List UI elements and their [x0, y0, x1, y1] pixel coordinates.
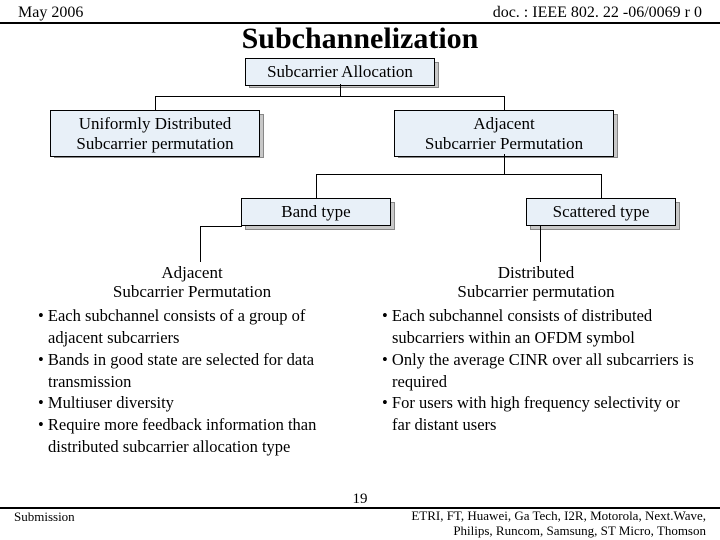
slide-title: Subchannelization — [0, 22, 720, 56]
slide-footer: Submission 19 ETRI, FT, Huawei, Ga Tech,… — [0, 507, 720, 538]
bullet-item: Multiuser diversity — [28, 392, 356, 414]
node-left1: Uniformly DistributedSubcarrier permutat… — [50, 110, 260, 157]
node-band: Band type — [241, 198, 391, 226]
column-left: AdjacentSubcarrier Permutation Each subc… — [28, 264, 356, 458]
connector — [155, 96, 156, 110]
bullet-item: Bands in good state are selected for dat… — [28, 349, 356, 393]
connector — [316, 174, 602, 175]
connector — [340, 84, 341, 96]
header-doc: doc. : IEEE 802. 22 -06/0069 r 0 — [493, 4, 702, 22]
footer-left: Submission — [14, 509, 75, 525]
column-left-bullets: Each subchannel consists of a group of a… — [28, 305, 356, 457]
footer-right: ETRI, FT, Huawei, Ga Tech, I2R, Motorola… — [406, 509, 706, 538]
bullet-item: Require more feedback information than d… — [28, 414, 356, 458]
column-right-title: DistributedSubcarrier permutation — [372, 264, 700, 301]
connector — [540, 226, 541, 262]
column-right-bullets: Each subchannel consists of distributed … — [372, 305, 700, 436]
detail-columns: AdjacentSubcarrier Permutation Each subc… — [28, 264, 700, 458]
node-root: Subcarrier Allocation — [245, 58, 435, 86]
connector — [200, 226, 242, 227]
column-right: DistributedSubcarrier permutation Each s… — [372, 264, 700, 458]
connector — [504, 154, 505, 174]
connector — [200, 226, 201, 262]
connector — [504, 96, 505, 110]
node-right1: AdjacentSubcarrier Permutation — [394, 110, 614, 157]
column-left-title: AdjacentSubcarrier Permutation — [28, 264, 356, 301]
slide-header: May 2006 doc. : IEEE 802. 22 -06/0069 r … — [0, 0, 720, 24]
bullet-item: For users with high frequency selectivit… — [372, 392, 700, 436]
bullet-item: Each subchannel consists of distributed … — [372, 305, 700, 349]
connector — [155, 96, 505, 97]
header-date: May 2006 — [18, 4, 83, 22]
connector — [601, 174, 602, 198]
bullet-item: Only the average CINR over all subcarrie… — [372, 349, 700, 393]
node-scattered: Scattered type — [526, 198, 676, 226]
bullet-item: Each subchannel consists of a group of a… — [28, 305, 356, 349]
tree-diagram: Subcarrier Allocation Uniformly Distribu… — [0, 56, 720, 456]
connector — [316, 174, 317, 198]
page-number: 19 — [353, 491, 368, 508]
